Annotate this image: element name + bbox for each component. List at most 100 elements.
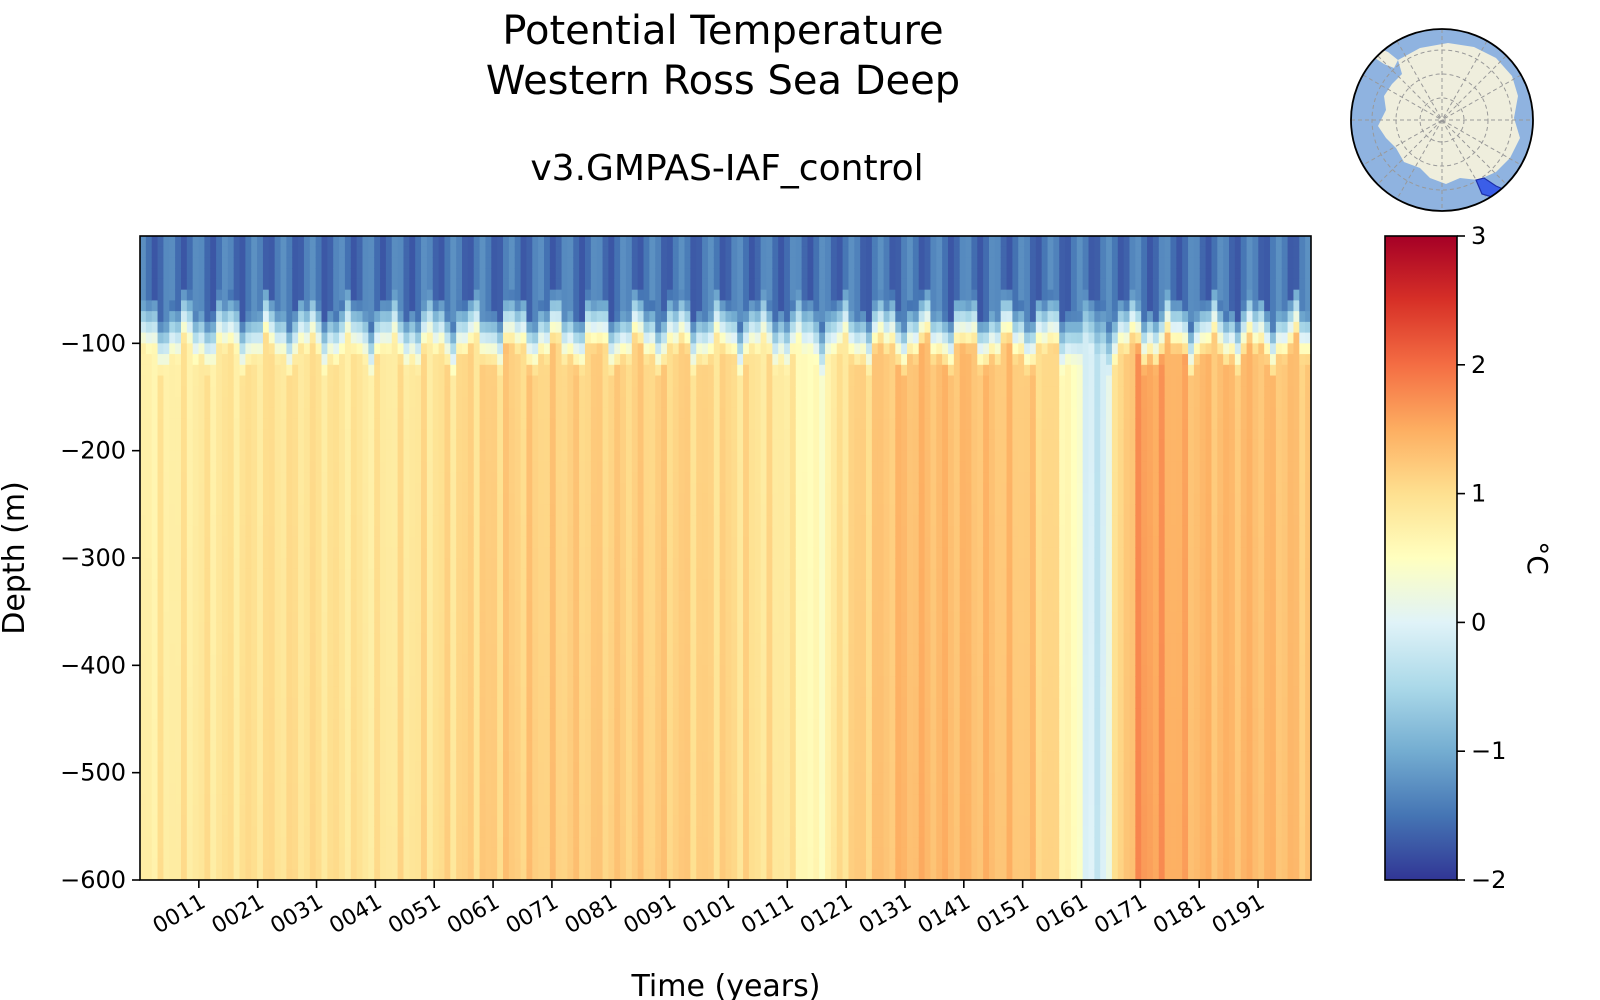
heatmap-cell [163, 493, 170, 505]
heatmap-cell [567, 504, 574, 516]
heatmap-cell [309, 289, 317, 301]
heatmap-cell [374, 697, 381, 709]
heatmap-cell [140, 772, 147, 784]
heatmap-cell [462, 600, 469, 613]
heatmap-cell [385, 568, 393, 581]
heatmap-cell [584, 364, 592, 377]
heatmap-cell [339, 493, 346, 505]
heatmap-cell [380, 729, 387, 742]
heatmap-cell [438, 676, 446, 688]
heatmap-cell [151, 558, 159, 570]
heatmap-cell [163, 268, 170, 280]
heatmap-cell [520, 590, 528, 602]
heatmap-cell [614, 600, 621, 613]
heatmap-cell [216, 364, 223, 377]
heatmap-cell [298, 643, 305, 656]
heatmap-cell [333, 804, 340, 817]
heatmap-cell [268, 761, 276, 774]
heatmap-cell [344, 461, 352, 473]
heatmap-cell [625, 386, 633, 398]
heatmap-cell [262, 547, 270, 559]
heatmap-cell [479, 858, 487, 870]
heatmap-cell [385, 804, 393, 817]
heatmap-cell [450, 525, 457, 538]
heatmap-cell [198, 482, 206, 495]
heatmap-cell [432, 472, 440, 484]
heatmap-cell [362, 622, 369, 634]
heatmap-cell [368, 257, 375, 269]
heatmap-cell [549, 407, 557, 420]
heatmap-cell [157, 515, 165, 527]
heatmap-cell [620, 525, 627, 538]
heatmap-cell [368, 397, 375, 409]
heatmap-cell [555, 407, 563, 420]
heatmap-cell [491, 654, 498, 666]
heatmap-cell [280, 858, 287, 870]
heatmap-cell [245, 439, 252, 452]
heatmap-cell [280, 482, 287, 495]
heatmap-cell [567, 236, 574, 248]
heatmap-cell [532, 794, 539, 806]
heatmap-cell [204, 847, 211, 860]
heatmap-cell [350, 558, 358, 570]
heatmap-cell [450, 794, 457, 806]
heatmap-cell [514, 729, 522, 742]
heatmap-cell [456, 826, 463, 838]
heatmap-cell [397, 504, 405, 516]
heatmap-cell [192, 332, 200, 344]
heatmap-cell [257, 783, 264, 795]
heatmap-cell [403, 622, 410, 634]
heatmap-cell [438, 429, 446, 441]
heatmap-cell [239, 643, 246, 656]
heatmap-cell [239, 461, 246, 473]
heatmap-cell [292, 236, 299, 248]
heatmap-cell [140, 600, 147, 613]
heatmap-cell [549, 686, 557, 699]
heatmap-cell [268, 257, 276, 269]
heatmap-cell [403, 246, 410, 259]
heatmap-cell [145, 354, 153, 366]
heatmap-cell [303, 321, 311, 334]
heatmap-cell [409, 600, 416, 613]
heatmap-cell [303, 429, 311, 441]
heatmap-cell [268, 386, 276, 398]
heatmap-cell [280, 257, 287, 269]
heatmap-cell [315, 708, 323, 720]
heatmap-cell [391, 397, 399, 409]
heatmap-cell [479, 321, 487, 334]
heatmap-cell [602, 504, 610, 516]
heatmap-cell [374, 686, 381, 699]
heatmap-cell [462, 858, 469, 870]
heatmap-cell [590, 472, 598, 484]
heatmap-cell [380, 600, 387, 613]
heatmap-cell [380, 772, 387, 784]
heatmap-cell [432, 697, 440, 709]
heatmap-cell [333, 772, 340, 784]
heatmap-cell [514, 783, 522, 795]
heatmap-cell [456, 386, 463, 398]
heatmap-cell [415, 386, 422, 398]
heatmap-cell [327, 343, 334, 355]
heatmap-cell [391, 504, 399, 516]
heatmap-cell [596, 568, 604, 581]
heatmap-cell [421, 719, 428, 731]
heatmap-cell [198, 472, 206, 484]
heatmap-cell [614, 461, 621, 473]
heatmap-cell [233, 289, 241, 301]
heatmap-cell [491, 708, 498, 720]
heatmap-cell [544, 665, 551, 677]
heatmap-cell [544, 783, 551, 795]
heatmap-cell [397, 278, 405, 291]
heatmap-cell [421, 558, 428, 570]
heatmap-cell [145, 815, 153, 827]
heatmap-cell [280, 525, 287, 538]
heatmap-cell [350, 858, 358, 870]
heatmap-cell [514, 708, 522, 720]
heatmap-cell [526, 761, 533, 774]
heatmap-cell [210, 300, 217, 312]
heatmap-cell [503, 472, 510, 484]
heatmap-cell [385, 654, 393, 666]
heatmap-cell [385, 504, 393, 516]
heatmap-cell [608, 568, 615, 581]
heatmap-cell [479, 375, 487, 387]
